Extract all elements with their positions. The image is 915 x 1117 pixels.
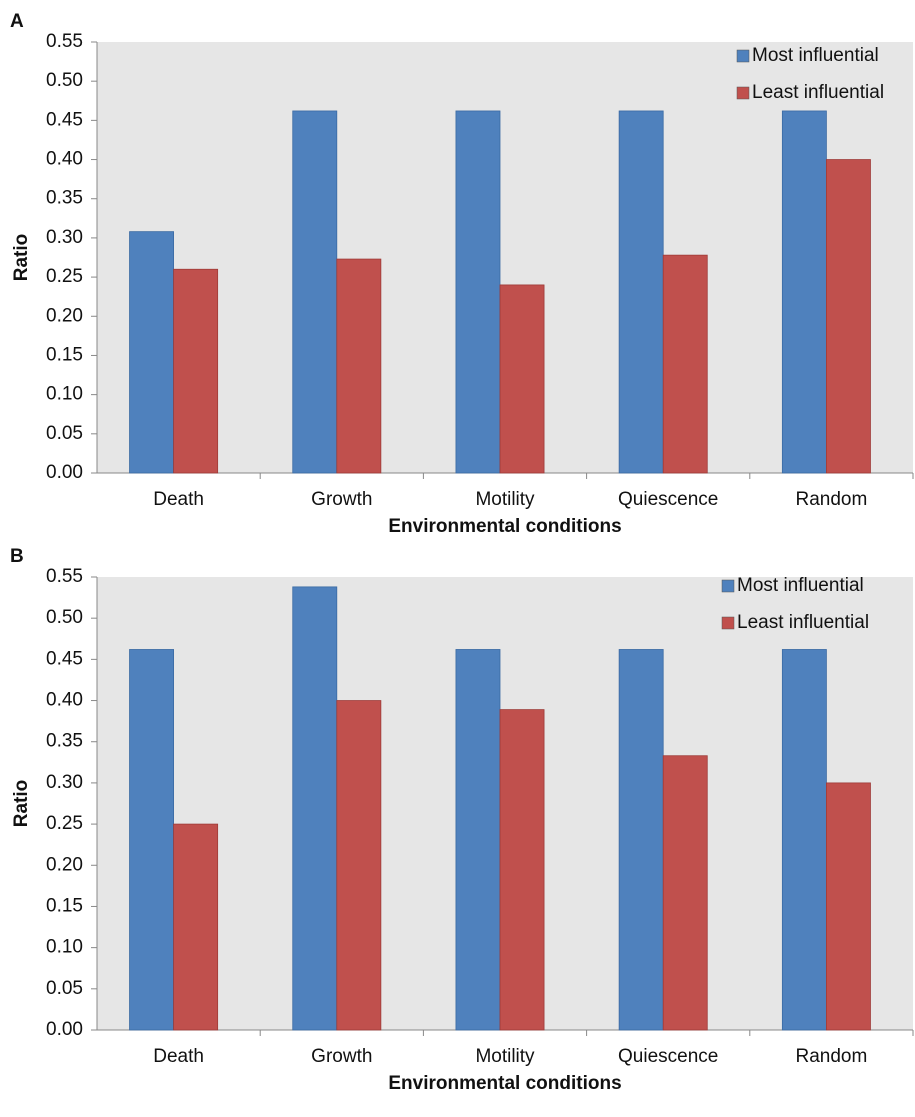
panel-label: B bbox=[10, 546, 24, 567]
x-tick-label: Death bbox=[153, 1046, 204, 1067]
bar bbox=[618, 110, 664, 474]
bar bbox=[129, 649, 174, 1031]
y-tick-label: 0.35 bbox=[46, 731, 83, 752]
y-tick-label: 0.30 bbox=[46, 772, 83, 793]
y-tick-label: 0.20 bbox=[46, 305, 83, 326]
x-tick-label: Motility bbox=[475, 489, 535, 510]
y-tick-label: 0.15 bbox=[46, 895, 83, 916]
x-tick-label: Growth bbox=[311, 489, 372, 510]
bar bbox=[781, 110, 827, 474]
panel-label: A bbox=[10, 11, 24, 32]
y-tick-label: 0.40 bbox=[46, 149, 83, 170]
y-tick-label: 0.15 bbox=[46, 344, 83, 365]
bar bbox=[826, 782, 871, 1031]
bar bbox=[336, 258, 382, 474]
bar bbox=[662, 254, 708, 474]
bar bbox=[336, 700, 382, 1031]
y-tick-label: 0.45 bbox=[46, 648, 83, 669]
y-tick-label: 0.35 bbox=[46, 188, 83, 209]
y-tick-label: 0.45 bbox=[46, 109, 83, 130]
y-tick-label: 0.50 bbox=[46, 70, 83, 91]
x-tick-label: Motility bbox=[475, 1046, 535, 1067]
y-tick-label: 0.55 bbox=[46, 31, 83, 52]
bar bbox=[292, 586, 338, 1031]
bar bbox=[781, 649, 827, 1031]
bar bbox=[455, 110, 501, 474]
legend-label: Least influential bbox=[752, 82, 884, 103]
bar bbox=[662, 755, 708, 1031]
bar bbox=[499, 709, 545, 1031]
bar bbox=[292, 110, 338, 474]
bar bbox=[455, 649, 501, 1031]
x-axis-title: Environmental conditions bbox=[388, 1073, 621, 1094]
y-tick-label: 0.30 bbox=[46, 227, 83, 248]
bar bbox=[826, 159, 871, 474]
bar bbox=[129, 231, 174, 474]
legend-swatch bbox=[736, 86, 750, 100]
legend-label: Least influential bbox=[737, 612, 869, 633]
x-axis-title: Environmental conditions bbox=[388, 516, 621, 537]
y-tick-label: 0.00 bbox=[46, 462, 83, 483]
bar bbox=[618, 649, 664, 1031]
y-tick-label: 0.05 bbox=[46, 978, 83, 999]
x-tick-label: Random bbox=[795, 489, 867, 510]
legend-swatch bbox=[721, 616, 735, 630]
y-tick-label: 0.25 bbox=[46, 813, 83, 834]
y-tick-label: 0.05 bbox=[46, 423, 83, 444]
y-axis-title: Ratio bbox=[11, 780, 32, 828]
y-axis-title: Ratio bbox=[11, 234, 32, 282]
legend-swatch bbox=[736, 49, 750, 63]
bar bbox=[173, 823, 219, 1031]
bar bbox=[499, 284, 545, 474]
legend-swatch bbox=[721, 579, 735, 593]
x-tick-label: Quiescence bbox=[618, 489, 718, 510]
bar bbox=[173, 268, 219, 474]
x-tick-label: Growth bbox=[311, 1046, 372, 1067]
legend-label: Most influential bbox=[752, 45, 879, 66]
x-tick-label: Quiescence bbox=[618, 1046, 718, 1067]
y-tick-label: 0.40 bbox=[46, 690, 83, 711]
legend-label: Most influential bbox=[737, 575, 864, 596]
y-tick-label: 0.25 bbox=[46, 266, 83, 287]
y-tick-label: 0.20 bbox=[46, 854, 83, 875]
y-tick-label: 0.10 bbox=[46, 384, 83, 405]
x-tick-label: Death bbox=[153, 489, 204, 510]
y-tick-label: 0.00 bbox=[46, 1019, 83, 1040]
y-tick-label: 0.50 bbox=[46, 607, 83, 628]
y-tick-label: 0.55 bbox=[46, 566, 83, 587]
y-tick-label: 0.10 bbox=[46, 937, 83, 958]
x-tick-label: Random bbox=[795, 1046, 867, 1067]
